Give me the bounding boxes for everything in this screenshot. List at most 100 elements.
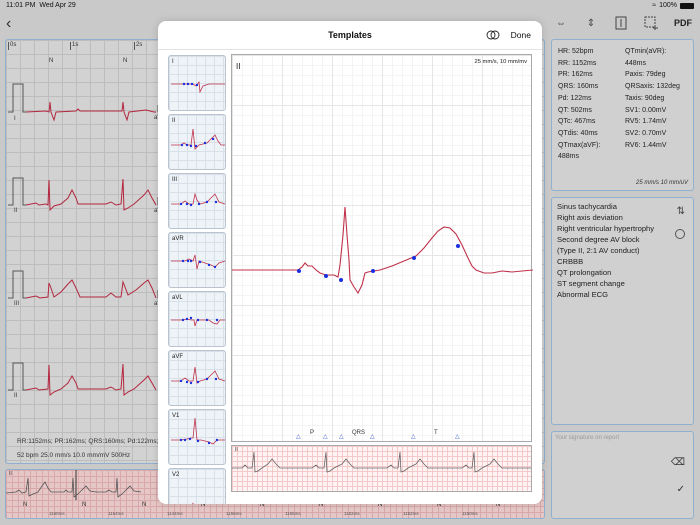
signature-pad[interactable]: Your signature on report ⌫ ✓ <box>551 431 694 519</box>
diagnosis-item: Abnormal ECG <box>557 290 609 299</box>
modal-rhythm-trace <box>232 451 531 473</box>
rhythm-lead-label: II <box>9 471 12 477</box>
measure-qrs: QRS: 160ms <box>558 83 599 91</box>
recording-settings: 52 bpm 25.0 mm/s 10.0 mm/mV 500Hz <box>17 452 131 459</box>
measurements-right: QTmin(aVR): 448ms Paxis: 79deg QRSaxis: … <box>625 46 680 151</box>
time-tick: 2s <box>134 42 143 50</box>
measure-sv1: SV1: 0.00mV <box>625 106 667 114</box>
t-offset-marker[interactable]: △ <box>455 434 460 440</box>
diagnosis-item: Right axis deviation <box>557 213 623 222</box>
p-wave-label: P <box>310 430 315 436</box>
rr-interval: 1156ms <box>226 511 242 516</box>
measure-qt: QT: 502ms <box>558 106 592 114</box>
battery-percent: 100% <box>659 2 677 9</box>
rr-interval: 1144ms <box>167 511 183 516</box>
back-button[interactable]: ‹ <box>6 15 12 32</box>
measurements-left: HR: 52bpm RR: 1152ms PR: 162ms QRS: 160m… <box>558 46 600 163</box>
battery-icon <box>680 2 694 9</box>
rhythm-trace <box>6 470 142 500</box>
template-waveform-chart[interactable]: II 25 mm/s, 10 mm/mv △ P △ △ QRS △ △ T △ <box>231 54 533 442</box>
t-onset-marker[interactable]: △ <box>411 434 416 440</box>
modal-header: Templates Done <box>158 21 542 50</box>
time-tick: 0s <box>8 42 17 50</box>
diagnosis-item: Sinus tachycardia <box>557 202 617 211</box>
measure-qtmax-value: 488ms <box>558 153 580 161</box>
diagnosis-item: Right ventricular hypertrophy <box>557 224 655 233</box>
beat-label: N <box>49 58 54 64</box>
measure-taxis: Taxis: 90deg <box>625 94 665 102</box>
measure-sv2: SV2: 0.70mV <box>625 129 667 137</box>
wifi-icon: ≈ <box>652 2 657 9</box>
thumbnail-label: I <box>172 59 174 65</box>
modal-rhythm-lead: II <box>235 447 238 453</box>
thumbnail-lead-V1[interactable]: V1 <box>168 409 226 465</box>
rr-interval: 1154ms <box>108 511 124 516</box>
beat-label: N <box>201 502 206 508</box>
beat-label: N <box>123 58 128 64</box>
done-button[interactable]: Done <box>510 30 531 40</box>
ecg-traces <box>8 83 164 396</box>
horizontal-resize-icon[interactable]: ⇔ <box>556 17 566 29</box>
diagnosis-panel[interactable]: Sinus tachycardia Right axis deviation R… <box>551 197 694 425</box>
measure-pr: PR: 162ms <box>558 71 593 79</box>
radio-circle-icon[interactable] <box>675 229 685 239</box>
diagnosis-item: Second degree AV block <box>557 235 640 244</box>
lead-label-II-rhythm: II <box>14 393 18 399</box>
p-onset-marker[interactable]: △ <box>296 434 301 440</box>
beat-label: N <box>378 502 383 508</box>
vertical-resize-icon[interactable]: ⇕ <box>586 17 596 29</box>
lead-label-III: III <box>14 301 20 307</box>
status-right: ≈ 100% <box>652 2 694 9</box>
rr-interval: 1150ms <box>462 511 478 516</box>
lead-label-I: I <box>14 116 16 122</box>
beat-label: N <box>23 502 28 508</box>
diagnosis-item: (Type II, 2:1 AV conduct) <box>557 246 640 255</box>
thumbnail-label: V2 <box>172 472 180 478</box>
measure-qrsaxis: QRSaxis: 132deg <box>625 83 680 91</box>
measure-paxis: Paxis: 79deg <box>625 71 666 79</box>
fit-icon[interactable] <box>614 16 628 30</box>
interval-summary: RR:1152ms; PR:162ms; QRS:160ms; Pd:122ms… <box>17 438 159 445</box>
thumbnail-lead-aVF[interactable]: aVF <box>168 350 226 406</box>
thumbnail-lead-II[interactable]: II <box>168 114 226 170</box>
overlay-circles-icon[interactable] <box>486 30 500 40</box>
lead-label-II: II <box>14 208 18 214</box>
modal-title: Templates <box>328 30 372 40</box>
beat-label: N <box>82 502 87 508</box>
crop-icon[interactable] <box>644 16 658 30</box>
thumbnail-label: aVF <box>172 354 184 360</box>
measure-qtmin-value: 448ms <box>625 59 647 67</box>
measure-qtdis: QTdis: 40ms <box>558 129 598 137</box>
thumbnail-lead-aVL[interactable]: aVL <box>168 291 226 347</box>
status-bar: 11:01 PM Wed Apr 29 ≈ 100% <box>0 0 700 12</box>
qrs-offset-marker[interactable]: △ <box>370 434 375 440</box>
thumbnail-lead-aVR[interactable]: aVR <box>168 232 226 288</box>
p-offset-marker[interactable]: △ <box>323 434 328 440</box>
t-wave-label: T <box>434 430 438 436</box>
time-tick: 1s <box>70 42 79 50</box>
pdf-button[interactable]: PDF <box>674 18 692 28</box>
modal-rhythm-strip[interactable]: II <box>231 445 532 492</box>
eraser-icon[interactable]: ⌫ <box>670 457 685 468</box>
measure-rr: RR: 1152ms <box>558 59 597 67</box>
nav-bar: ‹ ⇔ ⇕ PDF <box>0 12 700 36</box>
thumbnail-label: III <box>172 177 178 183</box>
thumbnail-lead-III[interactable]: III <box>168 173 226 229</box>
diagnosis-item: ST segment change <box>557 279 625 288</box>
thumbnail-label: V1 <box>172 413 180 419</box>
beat-label: N <box>260 502 265 508</box>
diagnosis-item: CRBBB <box>557 257 584 266</box>
swap-icon[interactable]: ⇅ <box>676 206 685 217</box>
checkmark-icon[interactable]: ✓ <box>676 484 685 495</box>
template-waveform <box>232 206 533 295</box>
thumbnail-lead-V2[interactable]: V2 <box>168 468 226 504</box>
toolbar: ⇔ ⇕ PDF <box>554 16 692 30</box>
rr-interval: 1156ms <box>285 511 301 516</box>
rr-interval: 1152ms <box>344 511 360 516</box>
measure-hr: HR: 52bpm <box>558 48 594 55</box>
rr-interval: 1152ms <box>403 511 419 516</box>
qrs-onset-marker[interactable]: △ <box>339 434 344 440</box>
signature-placeholder: Your signature on report <box>555 435 620 441</box>
thumbnail-lead-I[interactable]: I <box>168 55 226 111</box>
lead-thumbnail-list[interactable]: I II III aVR aVL aVF V1 V2 <box>168 55 227 504</box>
